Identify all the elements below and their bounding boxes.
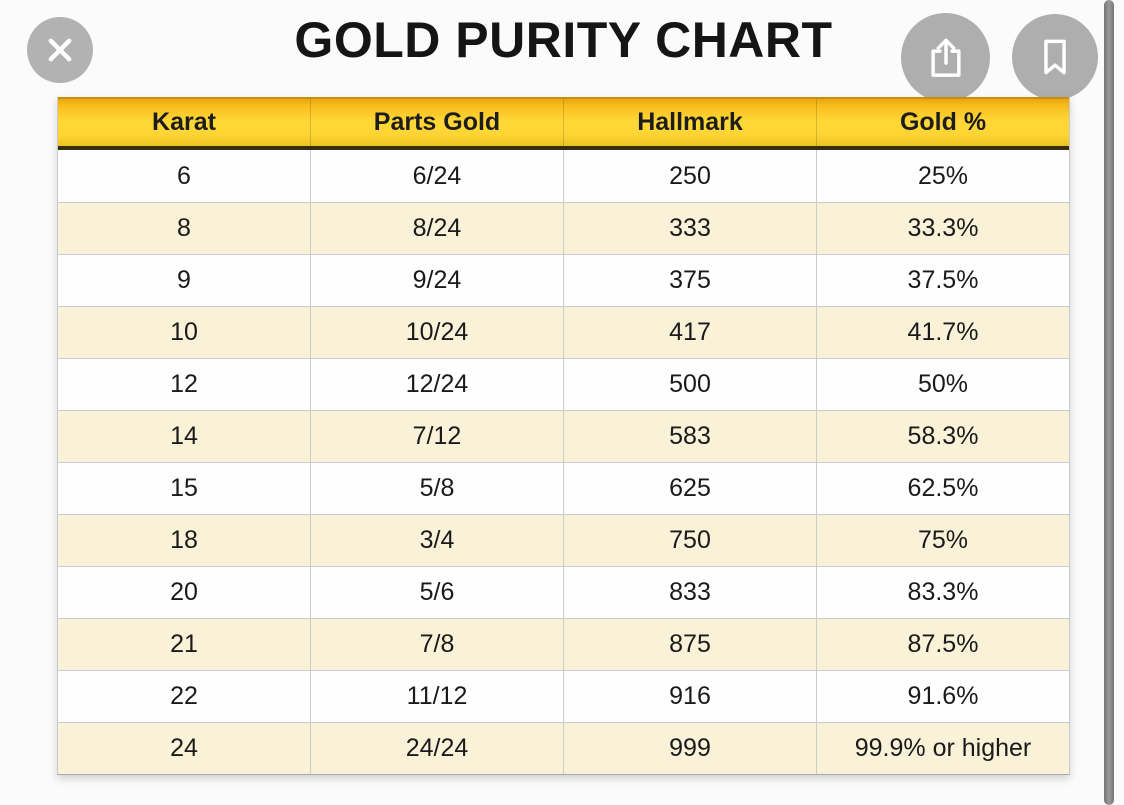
table-row: 20 5/6 833 83.3% xyxy=(58,566,1069,618)
table-cell: 6/24 xyxy=(310,150,563,202)
table-cell: 62.5% xyxy=(816,463,1069,514)
table-cell: 875 xyxy=(563,619,816,670)
table-cell: 58.3% xyxy=(816,411,1069,462)
table-cell: 33.3% xyxy=(816,203,1069,254)
table-cell: 6 xyxy=(177,161,191,190)
table-cell: 833 xyxy=(563,567,816,618)
table-cell: 14 xyxy=(170,422,198,450)
table-cell: 417 xyxy=(563,307,816,358)
table-cell: 20 xyxy=(170,578,198,606)
table-cell: 91.6% xyxy=(816,671,1069,722)
close-button[interactable] xyxy=(27,17,93,83)
table-row: 18 3/4 750 75% xyxy=(58,514,1069,566)
table-cell: 375 xyxy=(563,255,816,306)
share-icon xyxy=(922,34,970,82)
table-header-row: Karat Parts Gold Hallmark Gold % xyxy=(58,97,1069,150)
table-cell: 750 xyxy=(563,515,816,566)
table-cell: 9/24 xyxy=(310,255,563,306)
table-row: 8 8/24 333 33.3% xyxy=(58,202,1069,254)
table-cell: 500 xyxy=(563,359,816,410)
table-cell: 99.9% or higher xyxy=(816,723,1069,774)
table-cell: 75% xyxy=(816,515,1069,566)
table-cell: 5/6 xyxy=(310,567,563,618)
share-button[interactable] xyxy=(901,13,990,102)
table-cell: 10/24 xyxy=(310,307,563,358)
table-cell: 7/8 xyxy=(310,619,563,670)
table-cell: 50% xyxy=(816,359,1069,410)
table-cell: 24/24 xyxy=(310,723,563,774)
table-cell: 22 xyxy=(170,682,198,710)
table-cell: 999 xyxy=(563,723,816,774)
table-row: 9 9/24 375 37.5% xyxy=(58,254,1069,306)
table-cell: 5/8 xyxy=(310,463,563,514)
scrollbar[interactable] xyxy=(1104,0,1114,805)
table-cell: 12/24 xyxy=(310,359,563,410)
table-cell: 15 xyxy=(170,474,198,502)
table-row: 10 10/24 417 41.7% xyxy=(58,306,1069,358)
table-row: 15 5/8 625 62.5% xyxy=(58,462,1069,514)
column-header-karat: Karat xyxy=(152,108,216,136)
table-cell: 37.5% xyxy=(816,255,1069,306)
table-cell: 7/12 xyxy=(310,411,563,462)
table-cell: 333 xyxy=(563,203,816,254)
page-title: GOLD PURITY CHART xyxy=(294,12,833,68)
table-row: 21 7/8 875 87.5% xyxy=(58,618,1069,670)
close-icon xyxy=(41,31,79,69)
bookmark-icon xyxy=(1032,34,1078,80)
table-cell: 24 xyxy=(170,734,198,762)
bookmark-button[interactable] xyxy=(1012,14,1098,100)
table-row: 6 6/24 250 25% xyxy=(58,150,1069,202)
table-cell: 21 xyxy=(170,630,198,658)
table-cell: 12 xyxy=(170,370,198,398)
table-cell: 10 xyxy=(170,318,198,346)
column-header-gold-pct: Gold % xyxy=(816,99,1069,146)
table-cell: 87.5% xyxy=(816,619,1069,670)
table-body: 6 6/24 250 25% 8 8/24 333 33.3% 9 9/24 375 37.5% 10 1… xyxy=(58,150,1069,774)
column-header-hallmark: Hallmark xyxy=(563,99,816,146)
table-cell: 583 xyxy=(563,411,816,462)
table-cell: 916 xyxy=(563,671,816,722)
table-cell: 8/24 xyxy=(310,203,563,254)
table-cell: 41.7% xyxy=(816,307,1069,358)
table-row: 24 24/24 999 99.9% or higher xyxy=(58,722,1069,774)
column-header-parts-gold: Parts Gold xyxy=(310,99,563,146)
table-cell: 625 xyxy=(563,463,816,514)
table-cell: 83.3% xyxy=(816,567,1069,618)
table-row: 12 12/24 500 50% xyxy=(58,358,1069,410)
gold-purity-table: Karat Parts Gold Hallmark Gold % 6 6/24 25… xyxy=(57,97,1070,775)
table-cell: 8 xyxy=(177,214,191,242)
table-cell: 25% xyxy=(816,150,1069,202)
table-cell: 250 xyxy=(563,150,816,202)
table-cell: 18 xyxy=(170,526,198,554)
table-row: 22 11/12 916 91.6% xyxy=(58,670,1069,722)
table-cell: 9 xyxy=(177,266,191,294)
table-row: 14 7/12 583 58.3% xyxy=(58,410,1069,462)
table-cell: 11/12 xyxy=(310,671,563,722)
table-cell: 3/4 xyxy=(310,515,563,566)
